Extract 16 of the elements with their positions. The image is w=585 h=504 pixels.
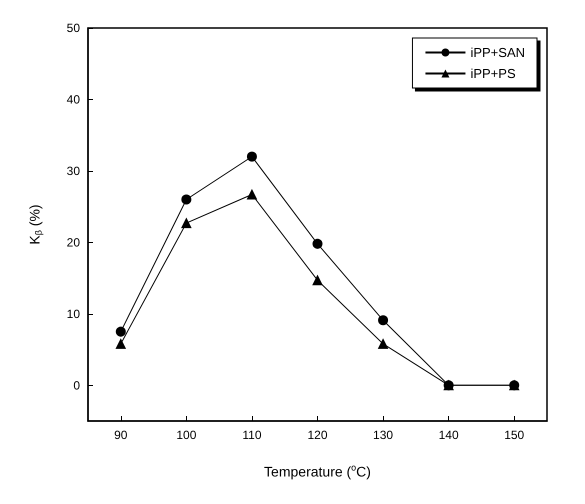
y-tick-label: 30 — [66, 164, 80, 178]
y-tick-label: 10 — [66, 306, 80, 321]
x-tick-label: 140 — [438, 428, 459, 442]
x-tick-label: 100 — [176, 428, 197, 442]
x-tick-label: 150 — [504, 428, 525, 442]
x-tick-label: 90 — [114, 428, 128, 442]
y-axis-title: Kβ (%) — [26, 204, 44, 245]
y-tick-label: 40 — [66, 92, 80, 106]
x-tick-label: 130 — [373, 428, 394, 442]
legend-label: iPP+SAN — [470, 45, 526, 60]
x-tick-label: 110 — [242, 428, 262, 442]
x-tick-label: 120 — [307, 428, 328, 442]
y-tick-label: 0 — [73, 378, 80, 392]
y-tick-label: 20 — [66, 235, 80, 250]
y-tick-label: 50 — [66, 21, 80, 35]
legend-label: iPP+PS — [470, 66, 516, 81]
